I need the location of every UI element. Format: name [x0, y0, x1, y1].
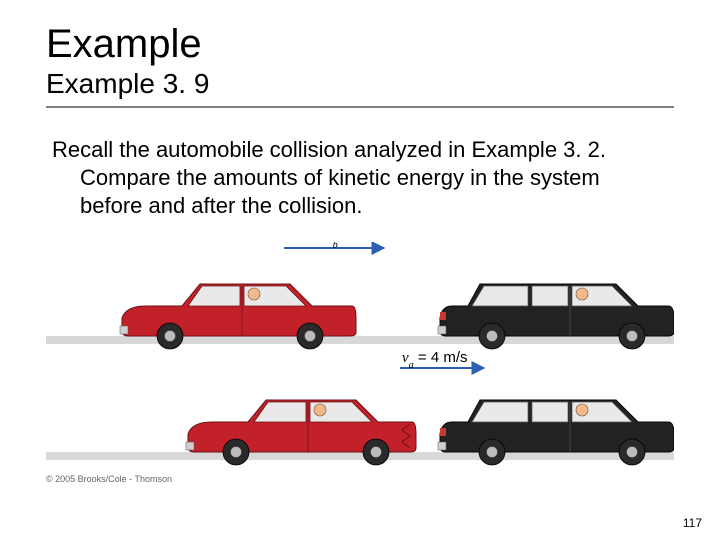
slide-subtitle: Example 3. 9: [46, 68, 674, 100]
body-text: Recall the automobile collision analyzed…: [46, 136, 674, 220]
slide: Example Example 3. 9 Recall the automobi…: [0, 0, 720, 540]
divider: [46, 106, 674, 108]
collision-svg: νbνa = 4 m/s: [46, 242, 674, 472]
copyright-text: © 2005 Brooks/Cole - Thomson: [46, 474, 674, 484]
page-number: 117: [683, 516, 702, 530]
collision-figure: νbνa = 4 m/s: [46, 242, 674, 472]
slide-title: Example: [46, 22, 674, 66]
body-paragraph: Recall the automobile collision analyzed…: [52, 136, 668, 220]
